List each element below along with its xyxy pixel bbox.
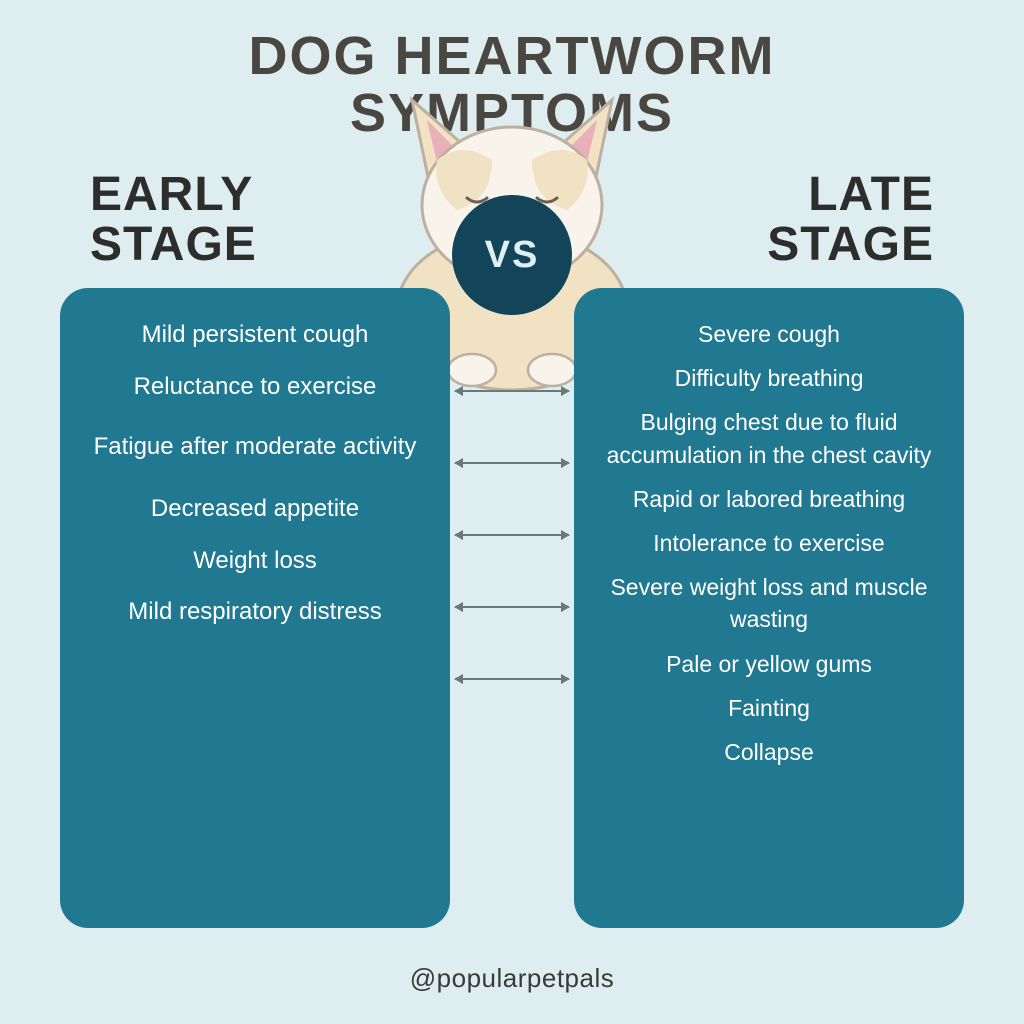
late-line-2: STAGE [767,218,934,271]
early-symptom: Mild persistent cough [78,318,432,352]
vs-label: VS [485,234,540,277]
late-symptom: Fainting [592,692,946,724]
title-line-1: DOG HEARTWORM [249,26,776,86]
early-symptom: Weight loss [78,544,432,578]
early-symptom: Mild respiratory distress [78,595,432,629]
late-symptom: Severe weight loss and muscle wasting [592,571,946,635]
double-arrow-icon [455,462,569,464]
early-stage-heading: EARLY STAGE [90,170,257,271]
late-symptom: Difficulty breathing [592,362,946,394]
late-symptom: Severe cough [592,318,946,350]
footer-handle: @popularpetpals [0,963,1024,994]
early-stage-panel: Mild persistent cough Reluctance to exer… [60,288,450,928]
late-symptom: Intolerance to exercise [592,527,946,559]
late-line-1: LATE [808,168,934,221]
double-arrow-icon [455,678,569,680]
early-symptom: Reluctance to exercise [78,370,432,404]
double-arrow-icon [455,534,569,536]
late-symptom: Bulging chest due to fluid accumulation … [592,406,946,470]
double-arrow-icon [455,606,569,608]
early-line-1: EARLY [90,168,253,221]
late-stage-panel: Severe cough Difficulty breathing Bulgin… [574,288,964,928]
early-symptom: Fatigue after moderate activity [78,421,432,474]
vs-badge: VS [452,195,572,315]
early-line-2: STAGE [90,218,257,271]
double-arrow-icon [455,390,569,392]
late-stage-heading: LATE STAGE [767,170,934,271]
late-symptom: Rapid or labored breathing [592,483,946,515]
early-symptom: Decreased appetite [78,492,432,526]
late-symptom: Collapse [592,736,946,768]
late-symptom: Pale or yellow gums [592,648,946,680]
